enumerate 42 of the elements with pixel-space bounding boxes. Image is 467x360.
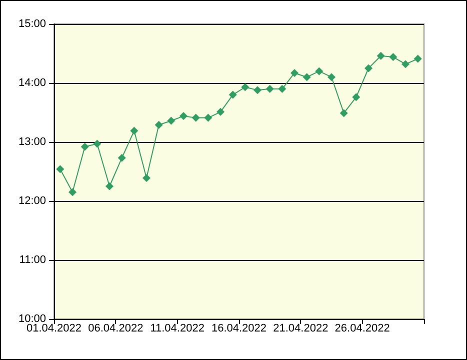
- point: [56, 165, 64, 174]
- point: [340, 109, 348, 118]
- point: [118, 154, 126, 162]
- point: [315, 67, 324, 76]
- point: [130, 126, 138, 135]
- y-tick-label: 14:00: [18, 77, 46, 89]
- x-tick-label: 21.04.2022: [273, 322, 328, 334]
- y-tick-label: 12:00: [18, 195, 46, 207]
- point: [154, 120, 163, 129]
- point: [180, 112, 188, 120]
- point: [80, 142, 89, 151]
- y-tick-label: 11:00: [19, 254, 46, 266]
- point: [364, 64, 372, 72]
- point: [302, 73, 311, 82]
- point: [204, 114, 212, 122]
- point: [142, 174, 150, 182]
- point: [192, 114, 200, 122]
- point: [254, 86, 262, 94]
- y-tick-label: 13:00: [18, 136, 46, 148]
- x-tick-label: 16.04.2022: [211, 322, 267, 334]
- point: [216, 108, 224, 116]
- point: [328, 73, 336, 82]
- x-tick-label: 06.04.2022: [88, 322, 144, 334]
- point: [106, 182, 114, 190]
- point: [93, 140, 102, 148]
- x-tick-label: 11.04.2022: [150, 322, 204, 334]
- point: [167, 116, 176, 125]
- y-tick-label: 15:00: [18, 18, 46, 30]
- point: [389, 53, 398, 62]
- point: [414, 54, 422, 63]
- x-tick-label: 26.04.2022: [334, 322, 390, 334]
- point: [68, 188, 76, 196]
- point: [241, 83, 250, 92]
- point: [228, 90, 237, 99]
- point: [266, 84, 274, 93]
- point: [278, 84, 286, 93]
- y-tick-label: 10:00: [18, 313, 46, 325]
- point: [290, 68, 298, 77]
- x-tick-label: 01.04.2022: [26, 322, 82, 334]
- point: [352, 93, 360, 102]
- point: [376, 52, 385, 60]
- point: [402, 60, 410, 68]
